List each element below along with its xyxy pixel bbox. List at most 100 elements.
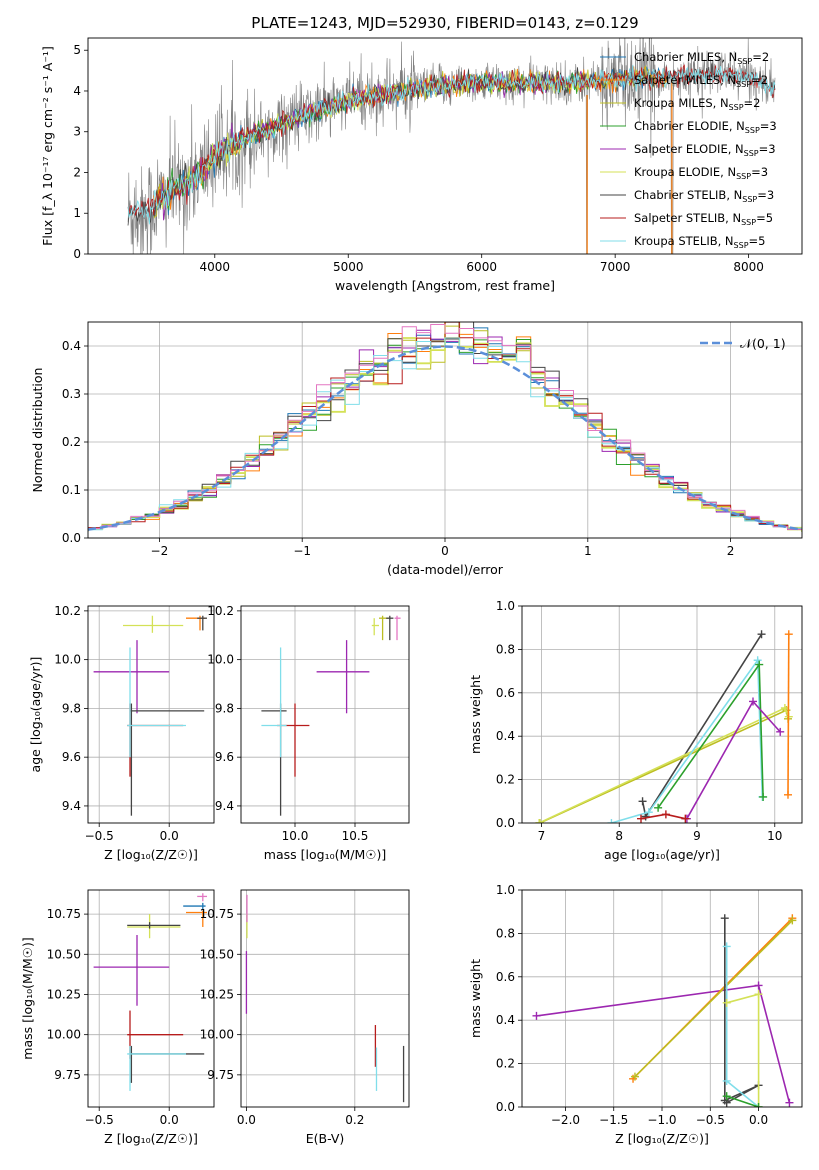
y-tick-label: 0.2: [62, 435, 81, 449]
y-tick-label: 4: [73, 84, 81, 98]
y-tick-label: 0.4: [62, 339, 81, 353]
y-tick-label: 1: [73, 206, 81, 220]
y-axis-label: Flux [f_λ 10⁻¹⁷ erg cm⁻² s⁻¹ A⁻¹]: [40, 46, 55, 246]
weight-marker: [722, 942, 731, 951]
y-tick-label: 0.4: [496, 729, 515, 743]
panel-age_vs_mass: 10.0 10.5 9.4 9.6 9.8 10.0 10.2 mass [log₁₀(M/M…: [207, 604, 410, 862]
y-tick-label: 10.25: [47, 987, 81, 1001]
weight-line: [536, 984, 791, 1103]
axes-frame: [87, 605, 215, 824]
panel-age_vs_Z: −0.5 0.0 9.4 9.6 9.8 10.0 10.2 Z [log₁₀(Z/Z☉)] a…: [28, 604, 215, 862]
plot-area: [261, 615, 401, 816]
y-tick-label: 0.6: [496, 970, 515, 984]
weight-marker: [757, 630, 766, 639]
y-tick-label: 0.0: [496, 1100, 515, 1114]
weight-marker: [749, 697, 757, 706]
y-tick-label: 9.8: [215, 701, 234, 715]
y-axis-label: mass weight: [468, 959, 483, 1038]
y-tick-label: 10.0: [54, 653, 81, 667]
weight-line: [787, 634, 790, 795]
y-tick-label: 0.3: [62, 387, 81, 401]
y-tick-label: 1.0: [496, 599, 515, 613]
x-tick-label: 6000: [466, 260, 497, 274]
x-tick-label: −1.0: [647, 1113, 676, 1127]
weight-line: [726, 993, 760, 1107]
weight-line: [611, 657, 764, 823]
normal-curve: [88, 345, 802, 531]
weight-marker: [788, 916, 797, 925]
x-tick-label: 7000: [600, 260, 631, 274]
y-tick-label: 10.0: [207, 653, 234, 667]
y-tick-label: 9.4: [62, 799, 81, 813]
weight-marker: [776, 727, 785, 736]
legend-entry: Chabrier STELIB, NSSP=3: [634, 188, 774, 204]
y-tick-label: 10.75: [200, 907, 234, 921]
x-tick-label: 0: [441, 544, 449, 558]
panel-weight_vs_Z: −2.0 −1.5 −1.0 −0.5 0.0 0.0 0.2 0.4 0.6 0.8 1.0 Z […: [468, 883, 803, 1146]
x-tick-label: 0.0: [160, 1113, 179, 1127]
y-tick-label: 0: [73, 247, 81, 261]
y-axis-label: mass weight: [468, 675, 483, 754]
y-tick-label: 10.50: [200, 947, 234, 961]
y-tick-label: 0.2: [496, 773, 515, 787]
plot-area: [245, 894, 405, 1103]
panel-weight_vs_age: 7 8 9 10 0.0 0.2 0.4 0.6 0.8 1.0 age [log₁₀(age/yr…: [468, 599, 803, 862]
legend-entry: Chabrier ELODIE, NSSP=3: [634, 119, 777, 135]
model-spectrum-salpeter_stelib: [127, 64, 776, 218]
x-tick-label: 0.2: [345, 1113, 364, 1127]
weight-marker: [535, 819, 544, 823]
x-tick-label: 0.0: [237, 1113, 256, 1127]
weight-line: [641, 633, 763, 819]
y-tick-label: 10.2: [54, 604, 81, 618]
legend-entry: Kroupa ELODIE, NSSP=3: [634, 165, 768, 181]
x-tick-label: 9: [693, 829, 701, 843]
legend-entry: Chabrier MILES, NSSP=2: [634, 50, 769, 66]
x-tick-label: 5000: [333, 260, 364, 274]
x-axis-label: E(B-V): [306, 1131, 345, 1146]
x-tick-label: −0.5: [85, 1113, 114, 1127]
model-spectrum-kroupa_stelib: [127, 64, 776, 225]
panel-mass_vs_ebv: 0.0 0.2 9.75 10.00 10.25 10.50 10.75 E(B-V): [200, 889, 410, 1146]
y-tick-label: 9.8: [62, 701, 81, 715]
x-axis-label: (data-model)/error: [387, 562, 504, 577]
axes-frame: [521, 605, 803, 824]
weight-marker: [720, 914, 729, 923]
y-tick-label: 5: [73, 43, 81, 57]
x-tick-label: 0.0: [749, 1113, 768, 1127]
x-tick-label: 8000: [733, 260, 764, 274]
plot-area: [127, 38, 776, 254]
x-axis-label: Z [log₁₀(Z/Z☉)]: [104, 1131, 198, 1146]
weight-marker: [785, 1098, 794, 1107]
y-tick-label: 10.00: [200, 1028, 234, 1042]
weight-marker: [607, 819, 616, 823]
y-tick-label: 9.75: [54, 1068, 81, 1082]
legend-entry: Salpeter ELODIE, NSSP=3: [634, 142, 776, 158]
plot-area: [93, 615, 207, 816]
weight-marker: [722, 1092, 731, 1101]
y-axis-label: age [log₁₀(age/yr)]: [28, 657, 43, 773]
weight-marker: [644, 808, 653, 817]
y-tick-label: 0.0: [496, 816, 515, 830]
plot-area: [93, 893, 207, 1091]
weight-line: [634, 919, 793, 1078]
weight-marker: [722, 998, 731, 1007]
y-tick-label: 10.00: [47, 1028, 81, 1042]
weight-marker: [753, 656, 762, 665]
x-axis-label: mass [log₁₀(M/M☉)]: [264, 847, 386, 862]
weight-marker: [532, 1011, 541, 1020]
weight-marker: [637, 814, 645, 823]
y-tick-label: 3: [73, 125, 81, 139]
weight-marker: [630, 1072, 639, 1081]
legend-entry: Salpeter MILES, NSSP=2: [634, 73, 768, 89]
figure-title: PLATE=1243, MJD=52930, FIBERID=0143, z=0…: [251, 14, 638, 32]
x-axis-label: wavelength [Angstrom, rest frame]: [335, 278, 555, 293]
weight-marker: [535, 819, 544, 823]
x-tick-label: −0.5: [696, 1113, 725, 1127]
weight-marker: [784, 790, 792, 799]
x-tick-label: 10.5: [342, 829, 369, 843]
y-tick-label: 9.6: [215, 750, 234, 764]
plot-area: [88, 322, 802, 533]
x-tick-label: 4000: [200, 260, 231, 274]
y-tick-label: 0.4: [496, 1013, 515, 1027]
